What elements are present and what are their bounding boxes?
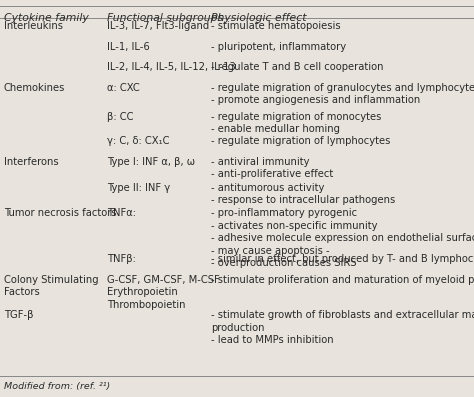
Text: - regulate migration of granulocytes and lymphocytes
- promote angiogenesis and : - regulate migration of granulocytes and…	[211, 83, 474, 105]
Text: Modified from: (ref. ²¹): Modified from: (ref. ²¹)	[4, 382, 110, 391]
Text: TNFβ:: TNFβ:	[107, 254, 136, 264]
Text: - antitumorous activity
- response to intracellular pathogens: - antitumorous activity - response to in…	[211, 183, 395, 205]
Text: Tumor necrosis factors: Tumor necrosis factors	[4, 208, 117, 218]
Text: β: CC: β: CC	[107, 112, 133, 121]
Text: - regulate migration of lymphocytes: - regulate migration of lymphocytes	[211, 136, 390, 146]
Text: - regulate migration of monocytes
- enable medullar homing: - regulate migration of monocytes - enab…	[211, 112, 381, 134]
Text: Physiologic effect: Physiologic effect	[211, 13, 306, 23]
Text: Colony Stimulating
Factors: Colony Stimulating Factors	[4, 275, 99, 297]
Text: - stimulate proliferation and maturation of myeloid precursors: - stimulate proliferation and maturation…	[211, 275, 474, 285]
Text: Cytokine family: Cytokine family	[4, 13, 89, 23]
Text: - pro-inflammatory pyrogenic
- activates non-specific immunity
- adhesive molecu: - pro-inflammatory pyrogenic - activates…	[211, 208, 474, 268]
Text: IL-3, IL-7, Flt3-ligand: IL-3, IL-7, Flt3-ligand	[107, 21, 209, 31]
Text: γ: C, δ: CX₁C: γ: C, δ: CX₁C	[107, 136, 169, 146]
Text: Type II: INF γ: Type II: INF γ	[107, 183, 170, 193]
Text: TGF-β: TGF-β	[4, 310, 33, 320]
Text: - stimulate hematopoiesis: - stimulate hematopoiesis	[211, 21, 340, 31]
Text: - stimulate growth of fibroblasts and extracellular matrix
production
- lead to : - stimulate growth of fibroblasts and ex…	[211, 310, 474, 345]
Text: Functional subgroups: Functional subgroups	[107, 13, 223, 23]
Text: - antiviral immunity
- anti-proliferative effect: - antiviral immunity - anti-proliferativ…	[211, 157, 333, 179]
Text: - similar in effect, but produced by T- and B lymphocytes: - similar in effect, but produced by T- …	[211, 254, 474, 264]
Text: Type I: INF α, β, ω: Type I: INF α, β, ω	[107, 157, 195, 167]
Text: IL-2, IL-4, IL-5, IL-12, IL-13: IL-2, IL-4, IL-5, IL-12, IL-13	[107, 62, 236, 72]
Text: Chemokines: Chemokines	[4, 83, 65, 93]
Text: - pluripotent, inflammatory: - pluripotent, inflammatory	[211, 42, 346, 52]
Text: G-CSF, GM-CSF, M-CSF
Erythropoietin
Thrombopoietin: G-CSF, GM-CSF, M-CSF Erythropoietin Thro…	[107, 275, 219, 310]
Text: IL-1, IL-6: IL-1, IL-6	[107, 42, 149, 52]
Text: - regulate T and B cell cooperation: - regulate T and B cell cooperation	[211, 62, 383, 72]
Text: Interferons: Interferons	[4, 157, 58, 167]
Text: Interleukins: Interleukins	[4, 21, 63, 31]
Text: TNFα:: TNFα:	[107, 208, 136, 218]
Text: α: CXC: α: CXC	[107, 83, 139, 93]
